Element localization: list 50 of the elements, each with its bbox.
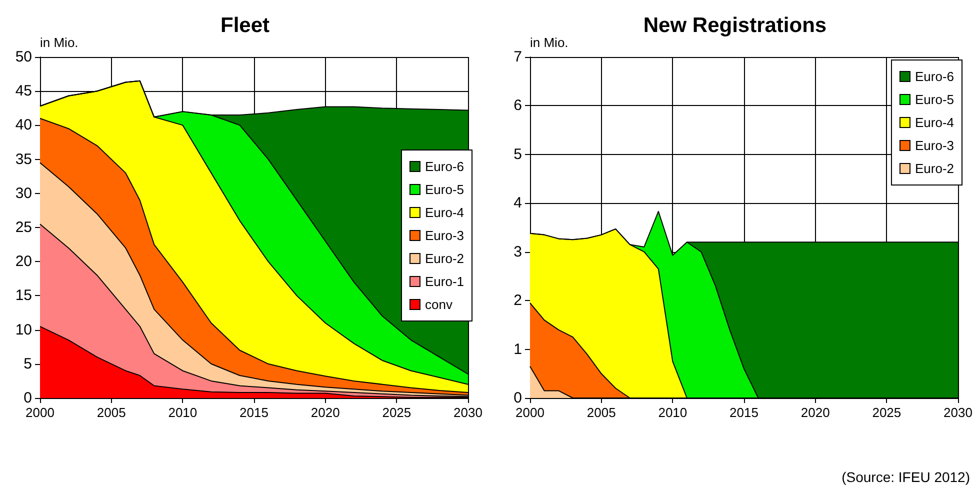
x-tick-label: 2015 — [240, 405, 268, 420]
y-tick-label: 20 — [15, 253, 32, 270]
legend-label: Euro-5 — [914, 92, 954, 107]
legend-label: Euro-4 — [914, 115, 954, 130]
y-tick-label: 35 — [15, 150, 32, 168]
legend-label: Euro-6 — [914, 69, 954, 84]
x-tick-label: 2015 — [729, 405, 758, 420]
y-tick-label: 10 — [15, 321, 32, 338]
legend-label: Euro-3 — [914, 138, 954, 153]
chart-title: New Registrations — [642, 14, 826, 37]
x-tick-label: 2010 — [168, 405, 198, 420]
y-tick-label: 1 — [513, 340, 522, 358]
x-tick-label: 2000 — [515, 405, 544, 420]
y-axis-title: in Mio. — [530, 35, 568, 50]
y-tick-label: 0 — [24, 390, 32, 406]
y-tick-label: 5 — [513, 146, 522, 163]
chart-title: Fleet — [220, 14, 270, 37]
x-tick-label: 2030 — [943, 405, 972, 420]
y-tick-label: 15 — [15, 287, 32, 304]
x-tick-label: 2010 — [658, 405, 687, 420]
text: (Source: IFEU 2012) — [841, 469, 970, 485]
x-tick-label: 2000 — [26, 405, 54, 420]
x-tick-label: 2025 — [872, 405, 901, 420]
y-tick-label: 25 — [15, 219, 32, 236]
legend-label: conv — [424, 297, 453, 312]
y-tick-label: 40 — [15, 116, 32, 134]
y-tick-label: 45 — [15, 82, 32, 100]
y-tick-label: 3 — [513, 243, 522, 260]
x-tick-label: 2020 — [310, 405, 340, 420]
x-tick-label: 2020 — [800, 405, 830, 420]
legend-label: Euro-6 — [424, 159, 464, 174]
y-tick-label: 4 — [513, 194, 522, 212]
y-tick-label: 7 — [513, 48, 522, 66]
x-tick-label: 2025 — [382, 405, 412, 420]
legend-label: Euro-1 — [424, 274, 464, 289]
y-tick-label: 5 — [24, 355, 32, 372]
legend-label: Euro-5 — [424, 182, 464, 197]
legend-label: Euro-4 — [424, 205, 464, 220]
legend-label: Euro-2 — [914, 161, 954, 176]
legend-label: Euro-2 — [424, 251, 464, 266]
y-tick-label: 0 — [513, 390, 522, 406]
y-tick-label: 6 — [513, 97, 522, 114]
legend-label: Euro-3 — [424, 228, 464, 243]
y-tick-label: 50 — [15, 48, 32, 66]
y-axis-title: in Mio. — [40, 35, 78, 50]
x-tick-label: 2005 — [586, 405, 616, 420]
x-tick-label: 2005 — [96, 405, 126, 420]
x-tick-label: 2030 — [454, 405, 482, 420]
y-tick-label: 2 — [513, 292, 522, 310]
y-tick-label: 30 — [15, 184, 32, 202]
